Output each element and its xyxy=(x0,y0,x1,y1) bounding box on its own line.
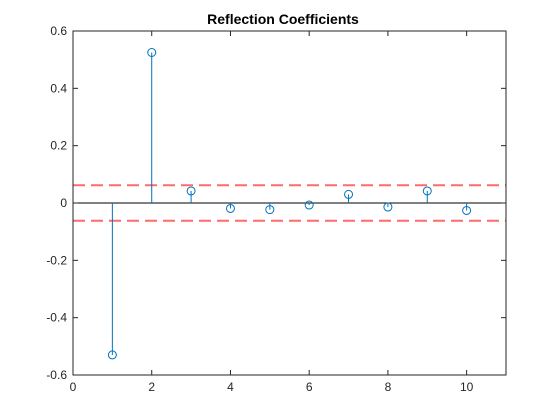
stem-marker-3 xyxy=(186,186,196,196)
plot-area: 0 2 4 6 8 10 -0.6 -0.4 -0.2 0 0.2 0.4 0.6 xyxy=(46,24,507,394)
y-tick-label: -0.2 xyxy=(46,253,67,267)
x-tick-label: 8 xyxy=(385,380,392,394)
x-tick-label: 4 xyxy=(227,380,234,394)
stem-marker-2 xyxy=(147,48,157,57)
stem-marker-5 xyxy=(265,205,275,215)
x-tick-label: 6 xyxy=(306,380,313,394)
chart-title: Reflection Coefficients xyxy=(207,11,359,27)
x-tick-label: 2 xyxy=(148,380,155,394)
y-tick-label: -0.4 xyxy=(46,311,67,325)
stem-marker-8 xyxy=(383,202,393,212)
stem-marker-4 xyxy=(225,203,235,213)
y-tick-label: 0.4 xyxy=(50,81,67,95)
y-tick-label: -0.6 xyxy=(46,368,67,382)
stem-marker-6 xyxy=(304,200,314,210)
stem-marker-10 xyxy=(462,205,472,215)
stem-marker-9 xyxy=(422,186,432,196)
stem-marker-1 xyxy=(107,350,117,360)
x-tick-label: 10 xyxy=(460,380,474,394)
y-tick-label: 0.6 xyxy=(50,24,67,38)
y-tick-label: 0.2 xyxy=(50,139,67,153)
y-tick-label: 0 xyxy=(60,196,67,210)
stem-marker-7 xyxy=(344,189,354,199)
x-tick-label: 0 xyxy=(70,380,77,394)
